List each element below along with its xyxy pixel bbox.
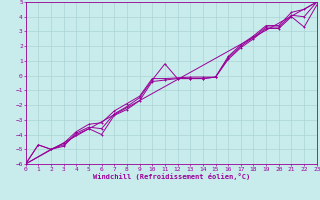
X-axis label: Windchill (Refroidissement éolien,°C): Windchill (Refroidissement éolien,°C) (92, 173, 250, 180)
